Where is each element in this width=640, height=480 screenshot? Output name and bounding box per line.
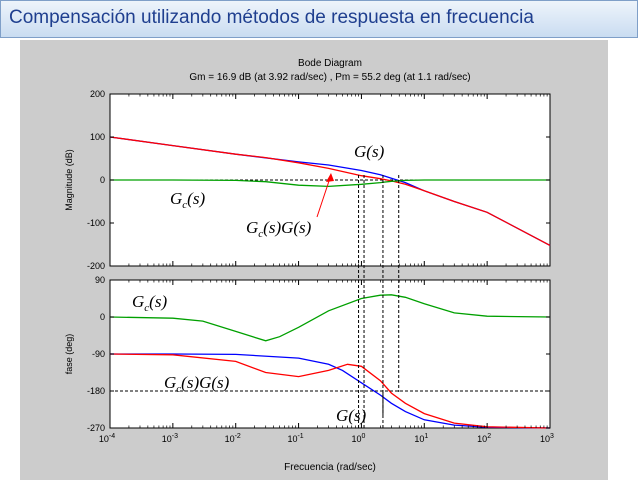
annotation-gc-phase: Gc(s): [132, 292, 167, 314]
phase-xtick-label: 10-3: [162, 433, 178, 444]
slide-title-bar: Compensación utilizando métodos de respu…: [0, 0, 638, 38]
magnitude-ytick-label: 0: [100, 175, 105, 185]
phase-ytick-label: -270: [87, 423, 105, 433]
phase-xtick-label: 10-4: [99, 433, 115, 444]
annotation-g-magnitude: G(s): [354, 142, 385, 161]
phase-ylabel: fase (deg): [64, 334, 74, 375]
frequency-xlabel: Frecuencia (rad/sec): [284, 462, 376, 473]
phase-xtick-label: 102: [477, 433, 491, 444]
magnitude-ylabel: Magnitude (dB): [64, 149, 74, 211]
phase-ytick-label: 90: [95, 275, 105, 285]
bode-figure: Bode Diagram Gm = 16.9 dB (at 3.92 rad/s…: [20, 40, 608, 480]
magnitude-series-2-line: [110, 179, 550, 188]
phase-xtick-label: 10-2: [225, 433, 241, 444]
phase-xtick-label: 101: [414, 433, 428, 444]
annotation-gc-magnitude: Gc(s): [170, 189, 205, 211]
magnitude-ytick-label: -100: [87, 218, 105, 228]
magnitude-ytick-label: 200: [90, 89, 105, 99]
phase-series-1-line: [109, 353, 551, 429]
bode-subtitle: Gm = 16.9 dB (at 3.92 rad/sec) , Pm = 55…: [189, 72, 470, 83]
phase-xtick-label: 103: [540, 433, 554, 444]
magnitude-series-1-line: [109, 136, 551, 246]
arrow-head: [326, 173, 334, 182]
slide-title: Compensación utilizando métodos de respu…: [9, 7, 534, 28]
magnitude-ytick-label: 100: [90, 132, 105, 142]
annotation-gcg-magnitude: Gc(s)G(s): [246, 218, 312, 240]
annotation-gcg-phase: Gc(s)G(s): [164, 373, 230, 395]
magnitude-ytick-label: -200: [87, 261, 105, 271]
bode-title: Bode Diagram: [298, 58, 362, 69]
phase-ytick-label: -90: [92, 349, 105, 359]
phase-series-0-line: [110, 353, 551, 429]
bode-diagram-svg: Bode Diagram Gm = 16.9 dB (at 3.92 rad/s…: [64, 58, 554, 473]
phase-ytick-label: 0: [100, 312, 105, 322]
phase-ytick-label: -180: [87, 386, 105, 396]
phase-series-2-line: [109, 294, 551, 342]
phase-xtick-label: 10-1: [287, 433, 303, 444]
annotation-g-phase: G(s): [336, 406, 367, 425]
annotation-arrow: [316, 174, 332, 218]
phase-xtick-label: 100: [351, 433, 365, 444]
